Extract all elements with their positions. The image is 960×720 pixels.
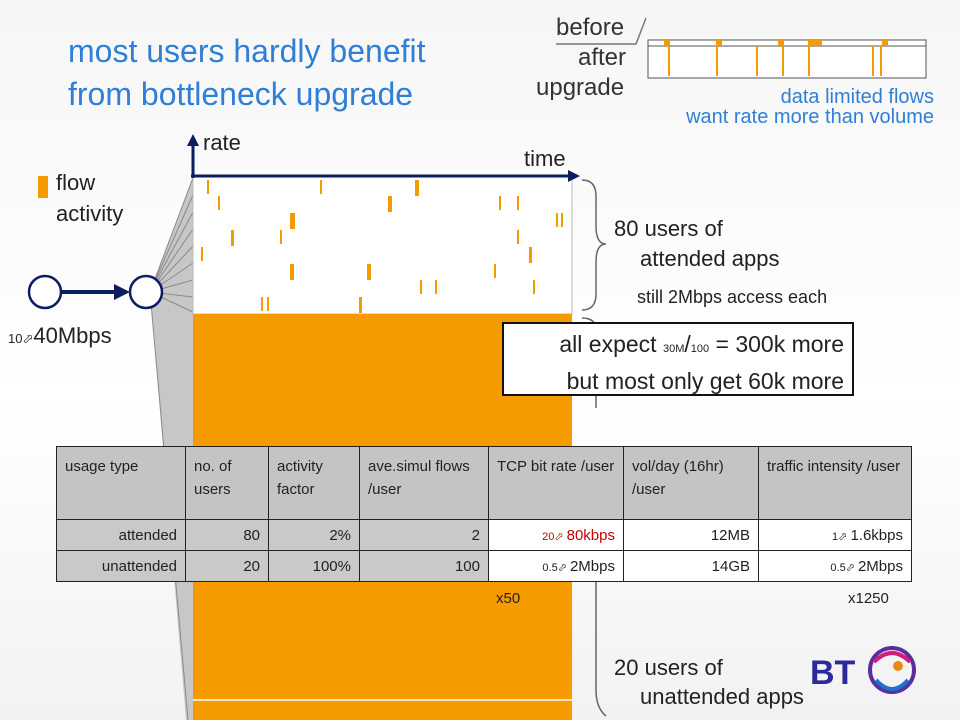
cell-activity: 2% <box>268 519 360 551</box>
bt-globe-dot-icon <box>893 661 903 671</box>
time-axis-arrow <box>568 170 580 182</box>
bt-globe-arc-icon <box>874 678 910 691</box>
cell-tcp-rate: 20⬀ 80kbps <box>488 519 624 551</box>
arrow-icon: ⬀ <box>557 561 570 574</box>
tcp-rate-from: 0.5 <box>542 561 558 574</box>
bt-globe-icon <box>868 646 916 694</box>
tcp-rate-to: 2Mbps <box>569 557 615 575</box>
cell-tcp-rate: 0.5⬀ 2Mbps <box>488 550 624 582</box>
cell-type: unattended <box>56 550 186 582</box>
callout-numerator: 30M <box>662 343 685 355</box>
callout-suffix: = 300k more <box>709 331 844 357</box>
bt-logo-text: BT <box>810 654 856 692</box>
unattended-users-label: 20 users of <box>614 655 723 680</box>
flow-activity-line-2: activity <box>56 201 124 226</box>
router-node <box>128 274 164 310</box>
callout-prefix: all expect <box>559 331 663 357</box>
page-title: most users hardly benefit from bottlenec… <box>68 30 426 116</box>
attended-region <box>192 175 573 315</box>
callout-line-2: but most only get 60k more <box>566 368 844 394</box>
expectation-callout: all expect 30M/100 = 300k more but most … <box>502 322 854 396</box>
usage-table: usage type no. of users activity factor … <box>56 446 912 582</box>
table-row: attended 80 2% 2 20⬀ 80kbps 12MB 1⬀ 1.6k… <box>56 519 912 551</box>
link-capacity-from: 10 <box>8 331 23 346</box>
flow-activity-line-1: flow <box>56 170 96 195</box>
legend-before-label: before <box>556 14 625 41</box>
arrow-icon: ⬀ <box>845 561 858 574</box>
cell-users: 20 <box>185 550 269 582</box>
link-capacity-to: 40Mbps <box>33 323 112 348</box>
tcp-rate-from: 20 <box>542 530 555 543</box>
intensity-from: 1 <box>832 530 839 543</box>
title-line-2: from bottleneck upgrade <box>68 76 414 112</box>
arrow-icon: ⬀ <box>838 530 851 543</box>
attended-users-label: 80 users of <box>614 216 723 241</box>
attended-flow-ticks <box>201 180 563 313</box>
attended-apps-label: attended apps <box>640 246 780 271</box>
intensity-from: 0.5 <box>830 561 846 574</box>
cell-type: attended <box>56 519 186 551</box>
table-row: unattended 20 100% 100 0.5⬀ 2Mbps 14GB 0… <box>56 550 912 582</box>
cell-flows: 2 <box>359 519 489 551</box>
unattended-brace-lower <box>595 578 607 717</box>
arrow-icon: ⬀ <box>22 331 34 346</box>
intensity-multiplier: x1250 <box>848 590 889 607</box>
flow-activity-swatch <box>38 176 48 198</box>
cell-intensity: 0.5⬀ 2Mbps <box>758 550 912 582</box>
legend-upgrade-label: upgrade <box>536 74 625 101</box>
tcp-rate-to: 80kbps <box>566 526 615 544</box>
legend-data-limited-line-2: want rate more than volume <box>686 106 934 128</box>
link-capacity-label: 10⬀40Mbps <box>8 323 112 349</box>
bt-logo: BT <box>810 646 916 694</box>
bt-globe-arc-icon <box>872 651 912 664</box>
unattended-apps-label: unattended apps <box>640 684 804 709</box>
cell-flows: 100 <box>359 550 489 582</box>
legend-before-ticks <box>664 40 888 46</box>
cell-users: 80 <box>185 519 269 551</box>
callout-denominator: 100 <box>690 343 710 355</box>
header-users: no. of users <box>185 446 269 520</box>
cell-volume: 14GB <box>623 550 759 582</box>
header-usage-type: usage type <box>56 446 186 520</box>
legend-before-underline <box>556 17 647 45</box>
header-intensity: traffic intensity /user <box>758 446 912 520</box>
intensity-to: 2Mbps <box>857 557 903 575</box>
access-rate-note: still 2Mbps access each <box>637 287 828 307</box>
arrow-icon: ⬀ <box>554 530 567 543</box>
rate-axis-arrow <box>187 134 199 146</box>
header-tcp-rate: TCP bit rate /user <box>488 446 624 520</box>
bottleneck-link-arrow <box>114 284 130 300</box>
callout-line-1: all expect 30M/100 = 300k more <box>559 331 844 357</box>
cell-volume: 12MB <box>623 519 759 551</box>
time-axis-label: time <box>524 146 566 171</box>
legend-after-label: after <box>578 44 627 71</box>
cell-intensity: 1⬀ 1.6kbps <box>758 519 912 551</box>
rate-axis-label: rate <box>203 130 241 155</box>
table-header-row: usage type no. of users activity factor … <box>56 446 912 520</box>
title-line-1: most users hardly benefit <box>68 33 426 69</box>
legend-data-limited-line-1: data limited flows <box>780 86 934 108</box>
tcp-rate-multiplier: x50 <box>496 590 521 607</box>
cell-activity: 100% <box>268 550 360 582</box>
flow-activity-label: flow activity <box>56 167 123 229</box>
source-node <box>27 274 63 310</box>
attended-brace <box>581 179 607 311</box>
legend-after-ticks <box>668 46 882 76</box>
header-volume: vol/day (16hr) /user <box>623 446 759 520</box>
header-flows: ave.simul flows /user <box>359 446 489 520</box>
header-activity: activity factor <box>268 446 360 520</box>
intensity-to: 1.6kbps <box>850 526 903 544</box>
